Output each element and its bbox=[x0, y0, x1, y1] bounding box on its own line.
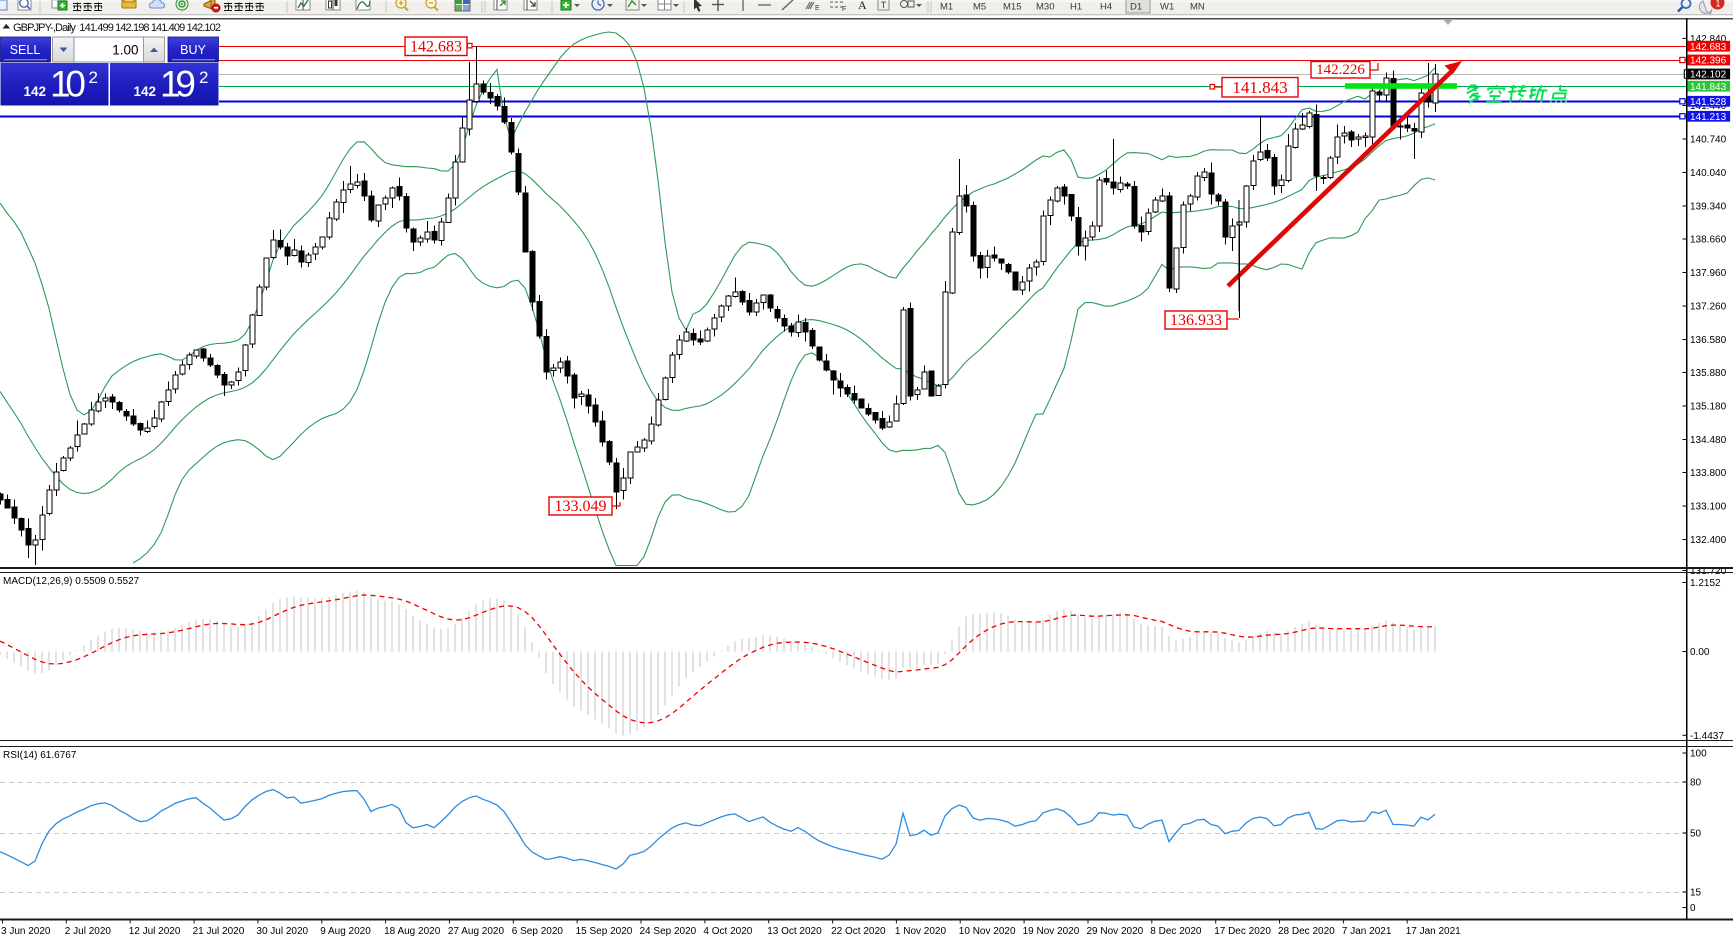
svg-text:133.800: 133.800 bbox=[1690, 468, 1727, 479]
svg-text:10 Nov 2020: 10 Nov 2020 bbox=[959, 926, 1016, 937]
svg-text:12 Jul 2020: 12 Jul 2020 bbox=[129, 926, 181, 937]
svg-text:18 Aug 2020: 18 Aug 2020 bbox=[384, 926, 441, 937]
svg-text:133.100: 133.100 bbox=[1690, 502, 1727, 513]
svg-text:M1: M1 bbox=[940, 2, 953, 13]
svg-text:RSI(14) 61.6767: RSI(14) 61.6767 bbox=[3, 750, 77, 761]
svg-text:136.580: 136.580 bbox=[1690, 335, 1727, 346]
svg-text:M15: M15 bbox=[1003, 2, 1021, 13]
svg-text:M30: M30 bbox=[1036, 2, 1054, 13]
svg-text:2: 2 bbox=[199, 68, 208, 87]
svg-text:19 Nov 2020: 19 Nov 2020 bbox=[1023, 926, 1080, 937]
svg-text:3 Jun 2020: 3 Jun 2020 bbox=[1, 926, 51, 937]
svg-text:2 Jul 2020: 2 Jul 2020 bbox=[65, 926, 112, 937]
svg-text:0: 0 bbox=[1690, 903, 1696, 914]
svg-text:BUY: BUY bbox=[180, 43, 206, 57]
svg-text:0.00: 0.00 bbox=[1690, 647, 1710, 658]
svg-text:1.2152: 1.2152 bbox=[1690, 578, 1721, 589]
svg-text:29 Nov 2020: 29 Nov 2020 bbox=[1087, 926, 1144, 937]
svg-text:132.400: 132.400 bbox=[1690, 535, 1727, 546]
svg-text:140.040: 140.040 bbox=[1690, 168, 1727, 179]
svg-text:142.840: 142.840 bbox=[1690, 34, 1727, 45]
svg-text:50: 50 bbox=[1690, 829, 1702, 840]
svg-text:142.683: 142.683 bbox=[410, 39, 462, 56]
svg-text:8 Dec 2020: 8 Dec 2020 bbox=[1150, 926, 1202, 937]
svg-text:1 Nov 2020: 1 Nov 2020 bbox=[895, 926, 947, 937]
svg-text:141.528: 141.528 bbox=[1690, 97, 1727, 108]
svg-text:17 Dec 2020: 17 Dec 2020 bbox=[1214, 926, 1271, 937]
svg-text:135.180: 135.180 bbox=[1690, 402, 1727, 413]
svg-text:142: 142 bbox=[133, 84, 156, 99]
svg-text:2: 2 bbox=[89, 68, 98, 87]
svg-text:22 Oct 2020: 22 Oct 2020 bbox=[831, 926, 886, 937]
svg-text:100: 100 bbox=[1690, 749, 1707, 760]
svg-text:139.340: 139.340 bbox=[1690, 202, 1727, 213]
svg-text:GBPJPY-,Daily 141.499 142.198: GBPJPY-,Daily 141.499 142.198 141.409 14… bbox=[13, 22, 221, 34]
svg-text:137.960: 137.960 bbox=[1690, 268, 1727, 279]
svg-text:MN: MN bbox=[1190, 2, 1205, 13]
svg-text:7 Jan 2021: 7 Jan 2021 bbox=[1342, 926, 1392, 937]
svg-text:21 Jul 2020: 21 Jul 2020 bbox=[193, 926, 245, 937]
svg-text:H1: H1 bbox=[1070, 2, 1082, 13]
svg-text:80: 80 bbox=[1690, 778, 1702, 789]
svg-text:15 Sep 2020: 15 Sep 2020 bbox=[576, 926, 633, 937]
svg-text:135.880: 135.880 bbox=[1690, 368, 1727, 379]
svg-text:24 Sep 2020: 24 Sep 2020 bbox=[640, 926, 697, 937]
svg-text:141.843: 141.843 bbox=[1232, 78, 1287, 97]
svg-text:141.213: 141.213 bbox=[1690, 112, 1727, 123]
svg-text:H4: H4 bbox=[1100, 2, 1112, 13]
svg-text:142.226: 142.226 bbox=[1316, 62, 1365, 78]
svg-text:MACD(12,26,9) 0.5509 0.5527: MACD(12,26,9) 0.5509 0.5527 bbox=[3, 576, 140, 587]
svg-text:138.660: 138.660 bbox=[1690, 235, 1727, 246]
svg-text:13 Oct 2020: 13 Oct 2020 bbox=[767, 926, 822, 937]
svg-text:M5: M5 bbox=[973, 2, 986, 13]
svg-text:F: F bbox=[842, 6, 846, 13]
svg-text:134.480: 134.480 bbox=[1690, 435, 1727, 446]
svg-text:SELL: SELL bbox=[10, 43, 41, 57]
svg-text:10: 10 bbox=[50, 64, 86, 105]
svg-text:D1: D1 bbox=[1130, 2, 1142, 13]
svg-text:30 Jul 2020: 30 Jul 2020 bbox=[256, 926, 308, 937]
svg-text:140.740: 140.740 bbox=[1690, 135, 1727, 146]
svg-text:E: E bbox=[815, 5, 820, 12]
svg-text:6 Sep 2020: 6 Sep 2020 bbox=[512, 926, 564, 937]
svg-text:17 Jan 2021: 17 Jan 2021 bbox=[1406, 926, 1461, 937]
svg-text:133.049: 133.049 bbox=[555, 498, 607, 515]
svg-text:28 Dec 2020: 28 Dec 2020 bbox=[1278, 926, 1335, 937]
svg-text:27 Aug 2020: 27 Aug 2020 bbox=[448, 926, 505, 937]
svg-text:1.00: 1.00 bbox=[112, 43, 138, 58]
svg-text:142.102: 142.102 bbox=[1690, 70, 1727, 81]
svg-text:4 Oct 2020: 4 Oct 2020 bbox=[703, 926, 752, 937]
svg-text:136.933: 136.933 bbox=[1170, 312, 1222, 329]
svg-text:1: 1 bbox=[1716, 0, 1721, 9]
svg-text:15: 15 bbox=[1690, 888, 1702, 899]
svg-text:142.396: 142.396 bbox=[1690, 56, 1727, 67]
svg-text:142.683: 142.683 bbox=[1690, 42, 1727, 53]
svg-text:19: 19 bbox=[160, 64, 196, 105]
svg-text:9 Aug 2020: 9 Aug 2020 bbox=[320, 926, 371, 937]
svg-text:131.720: 131.720 bbox=[1690, 566, 1727, 577]
svg-text:W1: W1 bbox=[1160, 2, 1174, 13]
svg-text:-1.4437: -1.4437 bbox=[1690, 731, 1724, 742]
svg-text:142: 142 bbox=[23, 84, 46, 99]
svg-text:A: A bbox=[858, 0, 867, 12]
svg-text:141.843: 141.843 bbox=[1690, 82, 1727, 93]
svg-text:137.260: 137.260 bbox=[1690, 302, 1727, 313]
